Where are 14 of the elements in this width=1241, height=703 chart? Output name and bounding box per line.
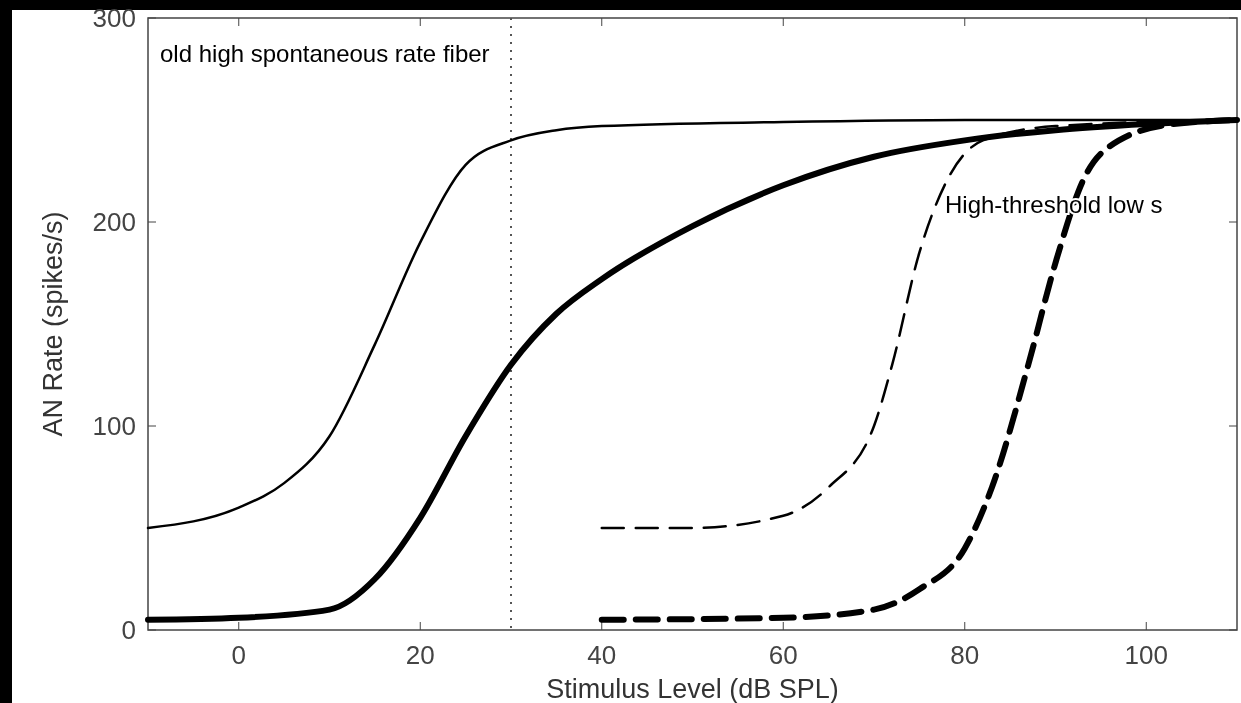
x-tick-label: 80: [950, 640, 980, 670]
x-tick-label: 60: [768, 640, 798, 670]
y-tick-label: 200: [92, 207, 136, 237]
y-tick-label: 0: [121, 615, 136, 645]
x-tick-label: 0: [231, 640, 246, 670]
x-tick-label: 20: [405, 640, 435, 670]
y-axis-title: AN Rate (spikes/s): [38, 211, 68, 437]
y-tick-label: 300: [92, 3, 136, 33]
x-tick-label: 40: [587, 640, 617, 670]
annotation: High-threshold low s: [945, 191, 1163, 218]
y-tick-label: 100: [92, 411, 136, 441]
x-tick-label: 100: [1124, 640, 1168, 670]
x-axis-title: Stimulus Level (dB SPL): [546, 674, 839, 703]
annotation: old high spontaneous rate fiber: [160, 40, 490, 67]
